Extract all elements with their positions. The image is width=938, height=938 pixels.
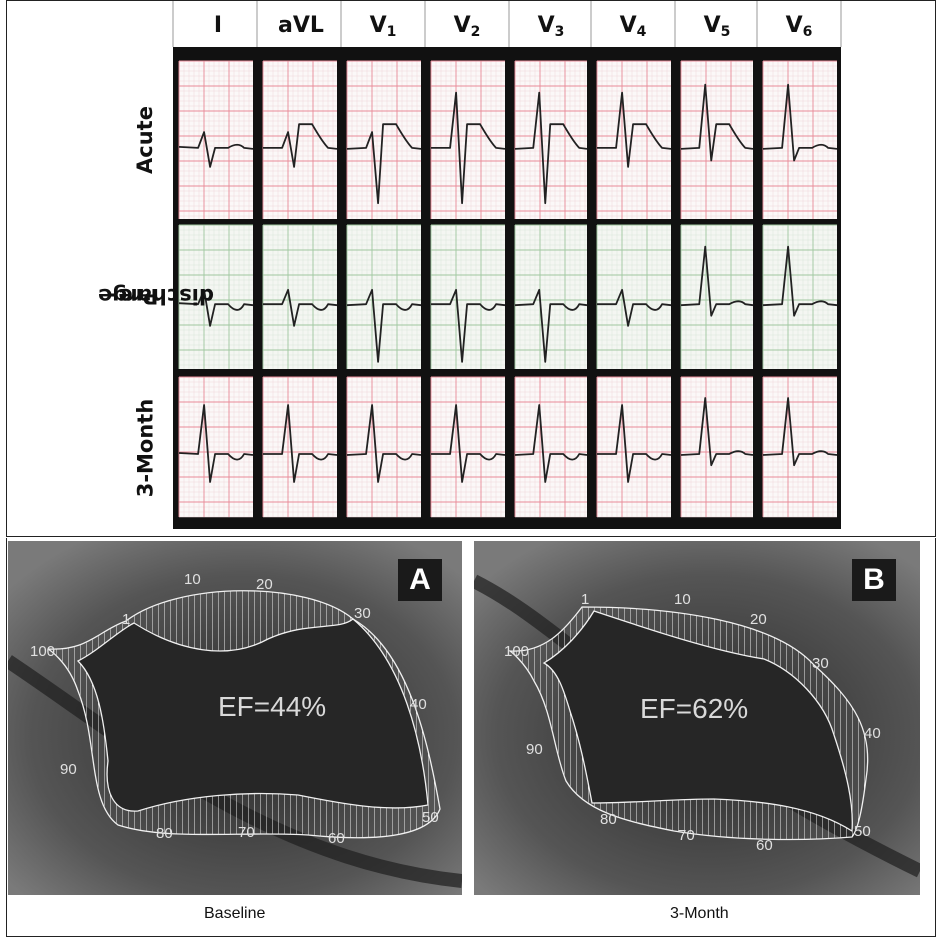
row-label-3month: 3-Month bbox=[133, 398, 157, 498]
segment-30: 30 bbox=[354, 605, 371, 622]
segment-50: 50 bbox=[854, 823, 871, 840]
ecg-cell bbox=[596, 60, 672, 219]
ecg-figure: I aVL V1 V2 V3 V4 V5 V6 Acute Pre-discha… bbox=[6, 0, 936, 537]
lead-label-v3: V3 bbox=[537, 13, 565, 40]
ecg-cell bbox=[346, 60, 422, 219]
segment-20: 20 bbox=[256, 576, 273, 593]
lead-label-v6: V6 bbox=[785, 13, 813, 40]
angiogram-panel-baseline: A EF=44% 1 10 20 30 40 50 60 70 80 90 10… bbox=[8, 541, 462, 895]
ecg-cell bbox=[762, 224, 838, 369]
ecg-cell bbox=[514, 60, 588, 219]
segment-1: 1 bbox=[122, 611, 131, 628]
segment-40: 40 bbox=[410, 696, 427, 713]
lead-label-i: I bbox=[213, 13, 223, 38]
ecg-cell bbox=[430, 60, 506, 219]
ecg-cell bbox=[596, 376, 672, 518]
ecg-cell bbox=[680, 60, 754, 219]
ecg-cell bbox=[680, 224, 754, 369]
segment-20: 20 bbox=[750, 611, 767, 628]
ecg-cell bbox=[430, 224, 506, 369]
ecg-grid bbox=[172, 1, 842, 529]
ecg-cell bbox=[514, 376, 588, 518]
ecg-cell bbox=[262, 376, 338, 518]
panel-letter-b: B bbox=[852, 559, 896, 601]
ecg-cell bbox=[762, 60, 838, 219]
ecg-cell bbox=[680, 376, 754, 518]
ecg-cell bbox=[762, 376, 838, 518]
segment-100: 100 bbox=[30, 643, 56, 660]
ecg-cell bbox=[430, 376, 506, 518]
segment-80: 80 bbox=[600, 811, 617, 828]
ecg-cell bbox=[178, 376, 254, 518]
segment-90: 90 bbox=[526, 741, 543, 758]
ecg-cell bbox=[596, 224, 672, 369]
segment-90: 90 bbox=[60, 761, 77, 778]
caption-3month: 3-Month bbox=[670, 905, 729, 922]
ecg-cell bbox=[262, 60, 338, 219]
segment-10: 10 bbox=[184, 571, 201, 588]
lead-label-avl: aVL bbox=[278, 13, 324, 38]
ecg-cell bbox=[178, 224, 254, 369]
segment-60: 60 bbox=[328, 830, 345, 847]
lead-label-v1: V1 bbox=[369, 13, 397, 40]
segment-30: 30 bbox=[812, 655, 829, 672]
lead-label-v4: V4 bbox=[619, 13, 647, 40]
segment-80: 80 bbox=[156, 825, 173, 842]
ventricle-contour-3month bbox=[474, 541, 920, 895]
ecg-cell bbox=[178, 60, 254, 219]
angiogram-frame bbox=[6, 538, 936, 937]
ecg-cell bbox=[514, 224, 588, 369]
ecg-cell bbox=[346, 224, 422, 369]
ef-value-3month: EF=62% bbox=[640, 693, 749, 724]
segment-50: 50 bbox=[422, 809, 439, 826]
segment-60: 60 bbox=[756, 837, 773, 854]
ef-value-baseline: EF=44% bbox=[218, 691, 327, 722]
segment-70: 70 bbox=[238, 824, 255, 841]
ecg-cell bbox=[346, 376, 422, 518]
ventricle-contour-baseline bbox=[8, 541, 462, 895]
segment-1: 1 bbox=[581, 591, 590, 608]
row-label-predischarge: Pre-discharge bbox=[98, 284, 214, 308]
segment-10: 10 bbox=[674, 591, 691, 608]
panel-letter-a: A bbox=[398, 559, 442, 601]
segment-40: 40 bbox=[864, 725, 881, 742]
segment-100: 100 bbox=[504, 643, 530, 660]
ecg-cell bbox=[262, 224, 338, 369]
row-label-acute: Acute bbox=[133, 106, 157, 174]
segment-70: 70 bbox=[678, 827, 695, 844]
lead-label-v2: V2 bbox=[453, 13, 481, 40]
systolic-contour bbox=[542, 610, 853, 833]
systolic-contour bbox=[76, 618, 429, 812]
caption-baseline: Baseline bbox=[204, 905, 266, 922]
angiogram-panel-3month: B EF=62% 1 10 20 30 40 50 60 70 80 90 10… bbox=[474, 541, 920, 895]
lead-label-v5: V5 bbox=[703, 13, 731, 40]
